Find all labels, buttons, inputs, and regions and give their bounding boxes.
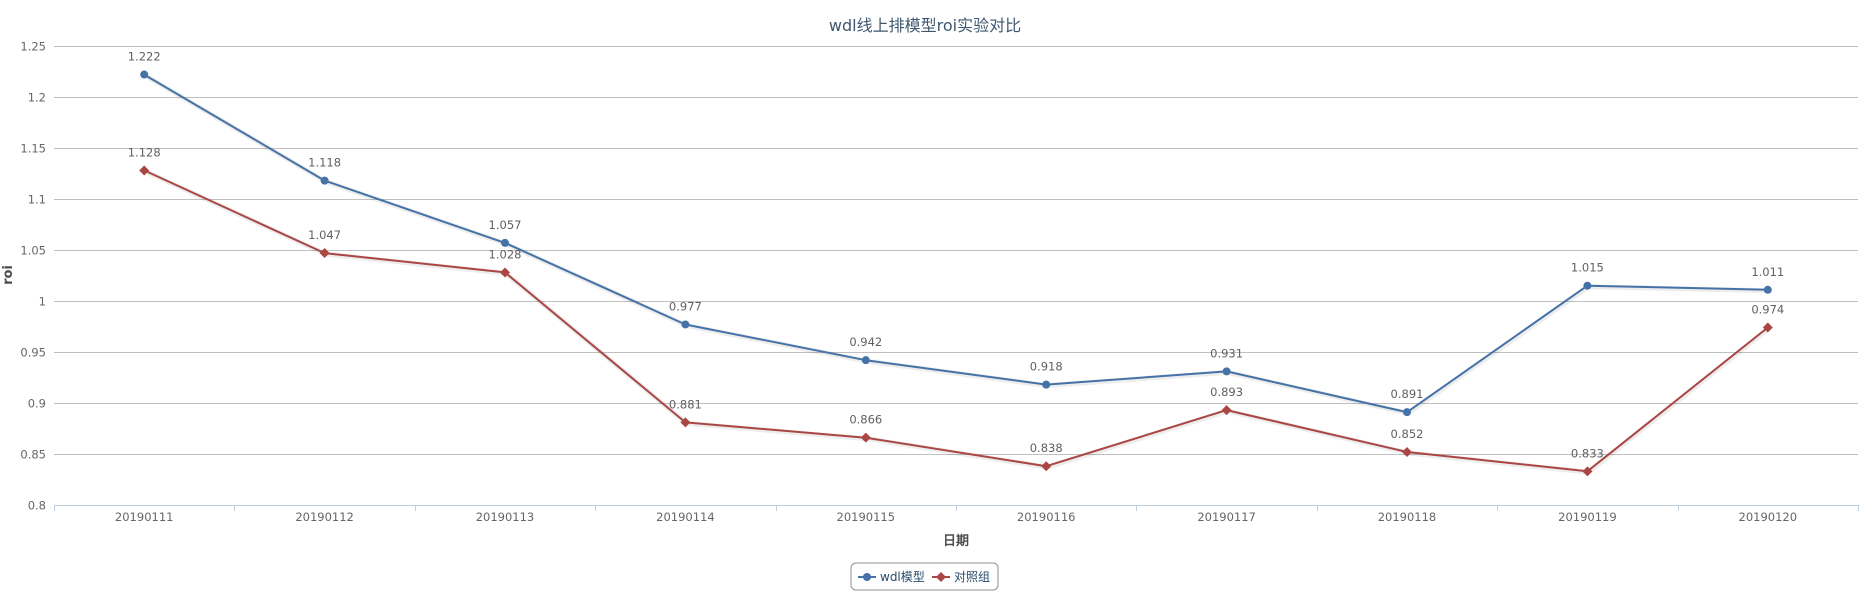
y-tick-label: 1.2	[28, 91, 46, 105]
series-1-data-label: 1.118	[308, 156, 341, 170]
series-1-data-label: 1.222	[128, 50, 161, 64]
legend-label: wdl模型	[880, 570, 925, 584]
y-tick-label: 1.05	[20, 244, 46, 258]
y-tick-label: 0.85	[20, 448, 46, 462]
series-2-point[interactable]	[139, 165, 150, 176]
series-2-data-label: 0.852	[1391, 427, 1424, 441]
series-2-point[interactable]	[1582, 466, 1593, 477]
series-2-point[interactable]	[1221, 405, 1232, 416]
x-axis-title: 日期	[943, 534, 969, 549]
series-2-data-label: 1.128	[128, 145, 161, 159]
series-2-point[interactable]	[1041, 461, 1052, 472]
series-2-data-label: 1.047	[308, 228, 341, 242]
x-tick-label: 20190114	[656, 510, 715, 524]
series-2-point[interactable]	[1402, 446, 1412, 457]
series-1-point[interactable]	[501, 238, 509, 247]
series-1-data-label: 0.891	[1391, 387, 1424, 401]
x-tick-label: 20190118	[1378, 510, 1437, 524]
y-tick-label: 0.8	[28, 499, 46, 513]
series-2-point[interactable]	[680, 417, 691, 428]
y-tick-label: 1.1	[28, 193, 46, 207]
series-1-data-label: 0.918	[1030, 360, 1063, 374]
x-tick-label: 20190115	[837, 510, 896, 524]
x-tick-label: 20190113	[476, 510, 535, 524]
series-group	[139, 70, 1773, 477]
series-1-data-label: 0.942	[849, 335, 882, 349]
y-tick-label: 1.25	[20, 40, 46, 54]
legend-item-series-1[interactable]: wdl模型	[858, 570, 925, 584]
series-1-data-label: 0.931	[1210, 346, 1243, 360]
legend: wdl模型 对照组	[850, 562, 999, 591]
series-2-point[interactable]	[500, 267, 510, 278]
series-2-data-label: 0.833	[1571, 446, 1604, 460]
series-1-point[interactable]	[320, 176, 329, 185]
series-1-data-label: 1.011	[1751, 265, 1784, 279]
y-tick-label: 1.15	[20, 142, 46, 156]
x-tick-label: 20190117	[1197, 510, 1256, 524]
chart-title: wdl线上排模型roi实验对比	[829, 16, 1021, 35]
series-2-data-label: 0.866	[849, 413, 882, 427]
series-1-point[interactable]	[1403, 408, 1411, 417]
legend-box	[850, 562, 999, 591]
series-2-line	[143, 169, 1769, 473]
series-1-data-label: 1.057	[489, 218, 522, 232]
diamond-marker-icon	[936, 572, 946, 582]
series-1-point[interactable]	[1763, 285, 1772, 294]
legend-item-series-2[interactable]: 对照组	[932, 570, 990, 584]
series-1-point[interactable]	[140, 70, 149, 79]
series-1-point[interactable]	[1222, 367, 1231, 376]
series-1-point[interactable]	[1042, 380, 1051, 389]
series-2-point[interactable]	[1762, 322, 1773, 333]
x-tick-label: 20190112	[295, 510, 354, 524]
series-2-data-label: 0.893	[1210, 385, 1243, 399]
y-tick-label: 0.95	[20, 346, 46, 360]
series-2-data-label: 0.838	[1030, 441, 1063, 455]
y-tick-label: 1	[39, 295, 46, 309]
x-tick-label: 20190119	[1558, 510, 1617, 524]
data-labels: 1.222 1.118 1.057 0.977 0.942 0.918 0.931 0.891…	[128, 50, 1785, 461]
series-2-point[interactable]	[319, 248, 330, 259]
legend-label: 对照组	[954, 570, 990, 584]
series-1-point[interactable]	[861, 356, 870, 365]
x-tick-label: 20190116	[1017, 510, 1076, 524]
series-2-data-label: 0.881	[669, 397, 702, 411]
series-1-data-label: 0.977	[669, 299, 702, 313]
series-1-data-label: 1.015	[1571, 261, 1604, 275]
x-tick-label: 20190120	[1739, 510, 1798, 524]
circle-marker-icon	[863, 573, 871, 581]
y-axis-title: roi	[1, 265, 16, 285]
series-1-line	[143, 73, 1768, 414]
series-1-point[interactable]	[1583, 281, 1592, 290]
series-2-point[interactable]	[860, 432, 871, 443]
series-1-point[interactable]	[681, 320, 690, 329]
series-2-data-label: 0.974	[1751, 303, 1784, 317]
series-2-data-label: 1.028	[489, 247, 522, 261]
x-axis: 20190111 20190112 20190113 20190114 20190115…	[54, 505, 1859, 524]
y-gridlines: 0.8 0.85 0.9 0.95 1 1.05 1.1 1.15 1.2 1.25	[20, 40, 1858, 513]
y-tick-label: 0.9	[28, 397, 46, 411]
x-tick-label: 20190111	[115, 510, 174, 524]
